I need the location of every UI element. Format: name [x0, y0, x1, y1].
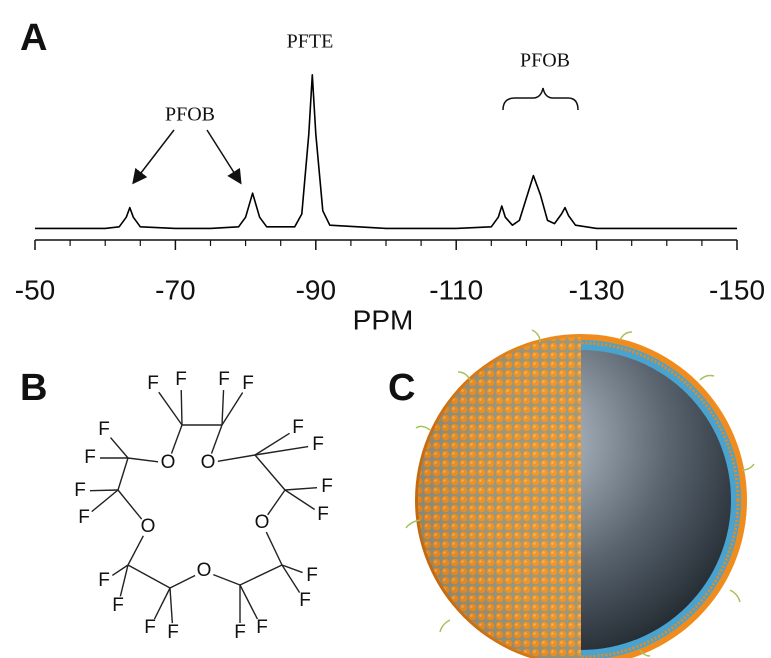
- bond: [221, 392, 244, 426]
- annotation: PFOB: [520, 50, 570, 72]
- oxygen-label: O: [197, 560, 212, 581]
- fluorine-label: F: [147, 373, 159, 394]
- fluorine-label: F: [144, 617, 156, 638]
- bond: [254, 445, 309, 456]
- fluorine-label: F: [167, 622, 179, 643]
- bond: [153, 587, 171, 620]
- fluorine-label: F: [312, 434, 324, 455]
- bond: [119, 564, 129, 597]
- oxygen-label: O: [161, 452, 176, 473]
- bond: [217, 454, 256, 463]
- bond: [111, 564, 129, 577]
- x-tick-label: -110: [429, 274, 483, 305]
- annotation: PFOB: [165, 104, 215, 126]
- bond: [284, 489, 316, 511]
- nanoparticle-panel: C: [388, 329, 755, 658]
- lipid-shell: [415, 334, 581, 658]
- fluorine-label: F: [218, 369, 230, 390]
- fluorine-label: F: [234, 622, 246, 643]
- oxygen-label: O: [141, 516, 156, 537]
- bond: [239, 584, 259, 620]
- fluorine-label: F: [306, 565, 318, 586]
- bond: [284, 487, 318, 491]
- fluorine-label: F: [175, 369, 187, 390]
- x-axis-label: PPM: [353, 304, 414, 335]
- fluorine-label: F: [321, 476, 333, 497]
- bond: [267, 489, 286, 516]
- bond: [117, 457, 129, 491]
- bond: [213, 573, 241, 586]
- x-tick-label: -90: [296, 274, 336, 305]
- x-tick-label: -130: [569, 274, 625, 305]
- particle-core: [581, 334, 747, 658]
- bond: [221, 389, 225, 426]
- fluorine-label: F: [256, 617, 268, 638]
- fluorine-label: F: [242, 373, 254, 394]
- brace: [502, 87, 579, 111]
- fluorine-label: F: [299, 590, 311, 611]
- fluorine-label: F: [78, 507, 90, 528]
- panel-label: A: [20, 17, 47, 59]
- bond: [91, 489, 119, 513]
- fluorine-label: F: [98, 419, 110, 440]
- bond: [127, 535, 144, 566]
- panel-label: C: [388, 367, 415, 409]
- bond: [89, 489, 119, 492]
- oxygen-label: O: [255, 512, 270, 533]
- x-tick-label: -70: [155, 274, 195, 305]
- fluorine-label: F: [74, 480, 86, 501]
- bond: [127, 564, 171, 589]
- fluorine-label: F: [317, 504, 329, 525]
- bond: [254, 432, 290, 456]
- fluorine-label: F: [292, 417, 304, 438]
- bond: [210, 424, 223, 454]
- bond: [169, 587, 174, 624]
- bond: [117, 489, 143, 520]
- arrow: [132, 129, 175, 185]
- bond: [281, 564, 303, 574]
- x-tick-label: -150: [709, 274, 765, 305]
- bond: [239, 564, 283, 586]
- x-tick-label: -50: [15, 274, 55, 305]
- bond: [127, 457, 159, 463]
- fluorine-label: F: [98, 570, 110, 591]
- bond: [170, 424, 183, 454]
- fluorine-label: F: [84, 447, 96, 468]
- bond: [109, 437, 129, 459]
- bond: [265, 531, 283, 566]
- fluorine-label: F: [112, 595, 124, 616]
- annotation: PFTE: [287, 31, 334, 53]
- panel-label: B: [20, 367, 47, 409]
- peg-chains: [405, 329, 755, 657]
- arrow: [206, 129, 242, 185]
- bond: [281, 564, 301, 593]
- spectrum-panel: A PPM PFOB PFTE PFOB -50 -70 -90 -110 -130 -1…: [15, 17, 765, 335]
- bond: [169, 574, 196, 589]
- spectrum-line: [35, 74, 737, 230]
- bond: [180, 389, 183, 426]
- oxygen-label: O: [201, 452, 216, 473]
- bond: [158, 391, 183, 426]
- bond: [254, 454, 286, 491]
